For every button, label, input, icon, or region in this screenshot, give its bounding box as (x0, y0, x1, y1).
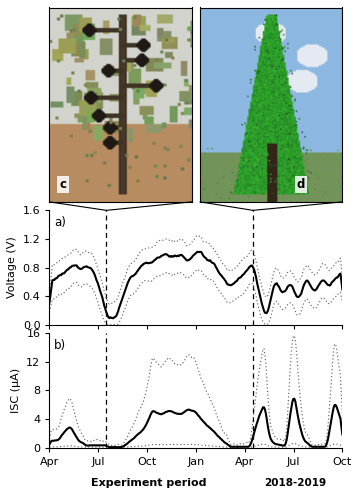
Text: 2018-2019: 2018-2019 (264, 478, 326, 488)
Text: Experiment period: Experiment period (90, 478, 206, 488)
Text: c: c (59, 178, 66, 192)
Text: a): a) (54, 216, 66, 229)
Text: b): b) (54, 339, 66, 352)
Text: d: d (297, 178, 305, 192)
Y-axis label: ISC (μA): ISC (μA) (11, 368, 21, 413)
Y-axis label: Voltage (V): Voltage (V) (7, 236, 17, 298)
